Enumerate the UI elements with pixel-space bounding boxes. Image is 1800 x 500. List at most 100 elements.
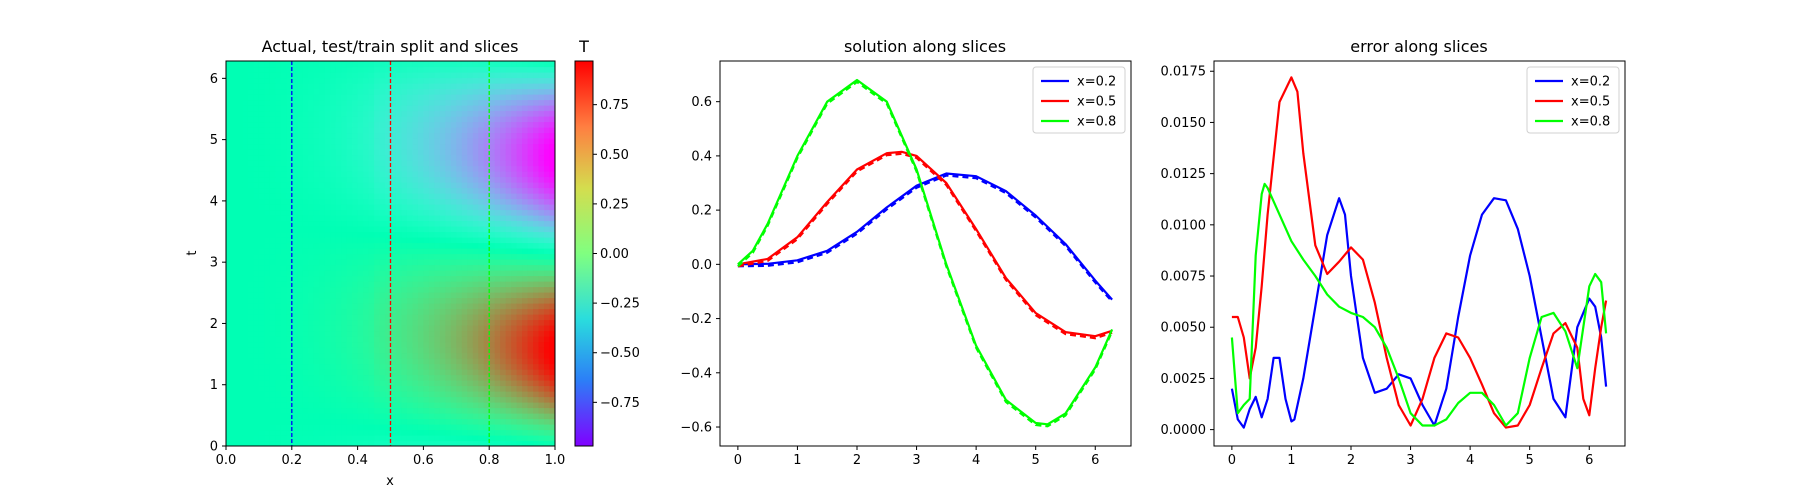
heatmap-cell [500,418,507,425]
heatmap-cell [258,259,265,266]
heatmap-cell [461,66,468,73]
heatmap-cell [374,402,381,409]
heatmap-cell [472,116,479,123]
heatmap-cell [483,319,490,326]
heatmap-cell [264,253,271,260]
heatmap-cell [489,358,496,365]
heatmap-cell [275,143,282,150]
heatmap-cell [527,110,534,117]
heatmap-cell [236,418,244,425]
heatmap-cell [242,231,249,238]
heatmap-cell [236,127,244,134]
heatmap-cell [357,61,364,68]
heatmap-cell [417,72,424,79]
heatmap-cell [533,297,540,304]
heatmap-cell [275,253,282,260]
heatmap-cell [280,396,287,403]
y-tick-label: 2 [210,317,218,332]
heatmap-cell [401,418,408,425]
heatmap-cell [275,270,282,277]
heatmap-cell [302,292,309,299]
heatmap-cell [456,308,463,315]
heatmap-cell [242,66,249,73]
heatmap-cell [302,440,309,446]
heatmap-cell [516,303,523,310]
heatmap-cell [242,77,249,84]
heatmap-cell [280,330,287,337]
heatmap-cell [544,138,551,145]
heatmap-cell [269,314,276,321]
heatmap-cell [231,171,238,178]
heatmap-cell [341,193,348,200]
heatmap-cell [308,330,315,337]
heatmap-cell [313,105,320,112]
heatmap-cell [231,193,238,200]
heatmap-cell [247,110,255,117]
heatmap-cell [401,341,408,348]
heatmap-cell [522,105,529,112]
heatmap-cell [472,154,479,161]
heatmap-cell [401,319,408,326]
heatmap-cell [286,336,293,343]
heatmap-cell [286,248,293,255]
heatmap-cell [363,88,370,95]
heatmap-cell [226,319,233,326]
heatmap-cell [319,314,326,321]
heatmap-cell [291,220,298,227]
heatmap-cell [428,160,435,167]
heatmap-cell [494,380,501,387]
heatmap-cell [313,231,320,238]
heatmap-cell [253,297,260,304]
heatmap-cell [478,418,485,425]
x-tick-label: 6 [1091,453,1099,468]
heatmap-cell [533,187,540,194]
heatmap-cell [544,193,551,200]
heatmap-cell [297,99,304,106]
heatmap-cell [363,160,370,167]
heatmap-cell [319,429,326,436]
heatmap-cell [467,116,474,123]
heatmap-cell [544,440,551,446]
heatmap-cell [357,369,364,376]
heatmap-cell [363,226,370,233]
y-tick-label: 0.0100 [1161,218,1207,233]
heatmap-cell [445,396,452,403]
heatmap-cell [439,352,446,359]
heatmap-cell [494,187,501,194]
heatmap-cell [472,358,479,365]
heatmap-cell [313,116,320,123]
heatmap-cell [450,143,457,150]
heatmap-cell [450,297,457,304]
heatmap-cell [319,358,326,365]
heatmap-cell [313,259,320,266]
heatmap-cell [341,325,348,332]
heatmap-cell [280,248,287,255]
heatmap-cell [439,77,446,84]
heatmap-cell [302,215,309,222]
heatmap-cell [434,275,441,282]
heatmap-cell [341,347,348,354]
heatmap-cell [522,391,529,398]
heatmap-cell [538,209,545,216]
heatmap-cell [280,231,287,238]
heatmap-cell [335,215,342,222]
heatmap-cell [368,138,375,145]
y-tick-label: 0.0050 [1161,321,1207,336]
heatmap-cell [505,215,512,222]
heatmap-cell [226,347,233,354]
heatmap-cell [324,187,331,194]
heatmap-cell [368,110,375,117]
heatmap-cell [368,99,375,106]
heatmap-cell [313,61,320,68]
heatmap-cell [302,336,309,343]
heatmap-cell [258,242,265,249]
heatmap-cell [374,418,381,425]
x-tick-label: 1 [793,453,801,468]
heatmap-cell [286,435,293,442]
heatmap-cell [346,292,353,299]
heatmap-cell [258,374,265,381]
heatmap-cell [302,259,309,266]
heatmap-cell [516,209,523,216]
heatmap-cell [226,248,233,255]
heatmap-cell [406,253,414,260]
